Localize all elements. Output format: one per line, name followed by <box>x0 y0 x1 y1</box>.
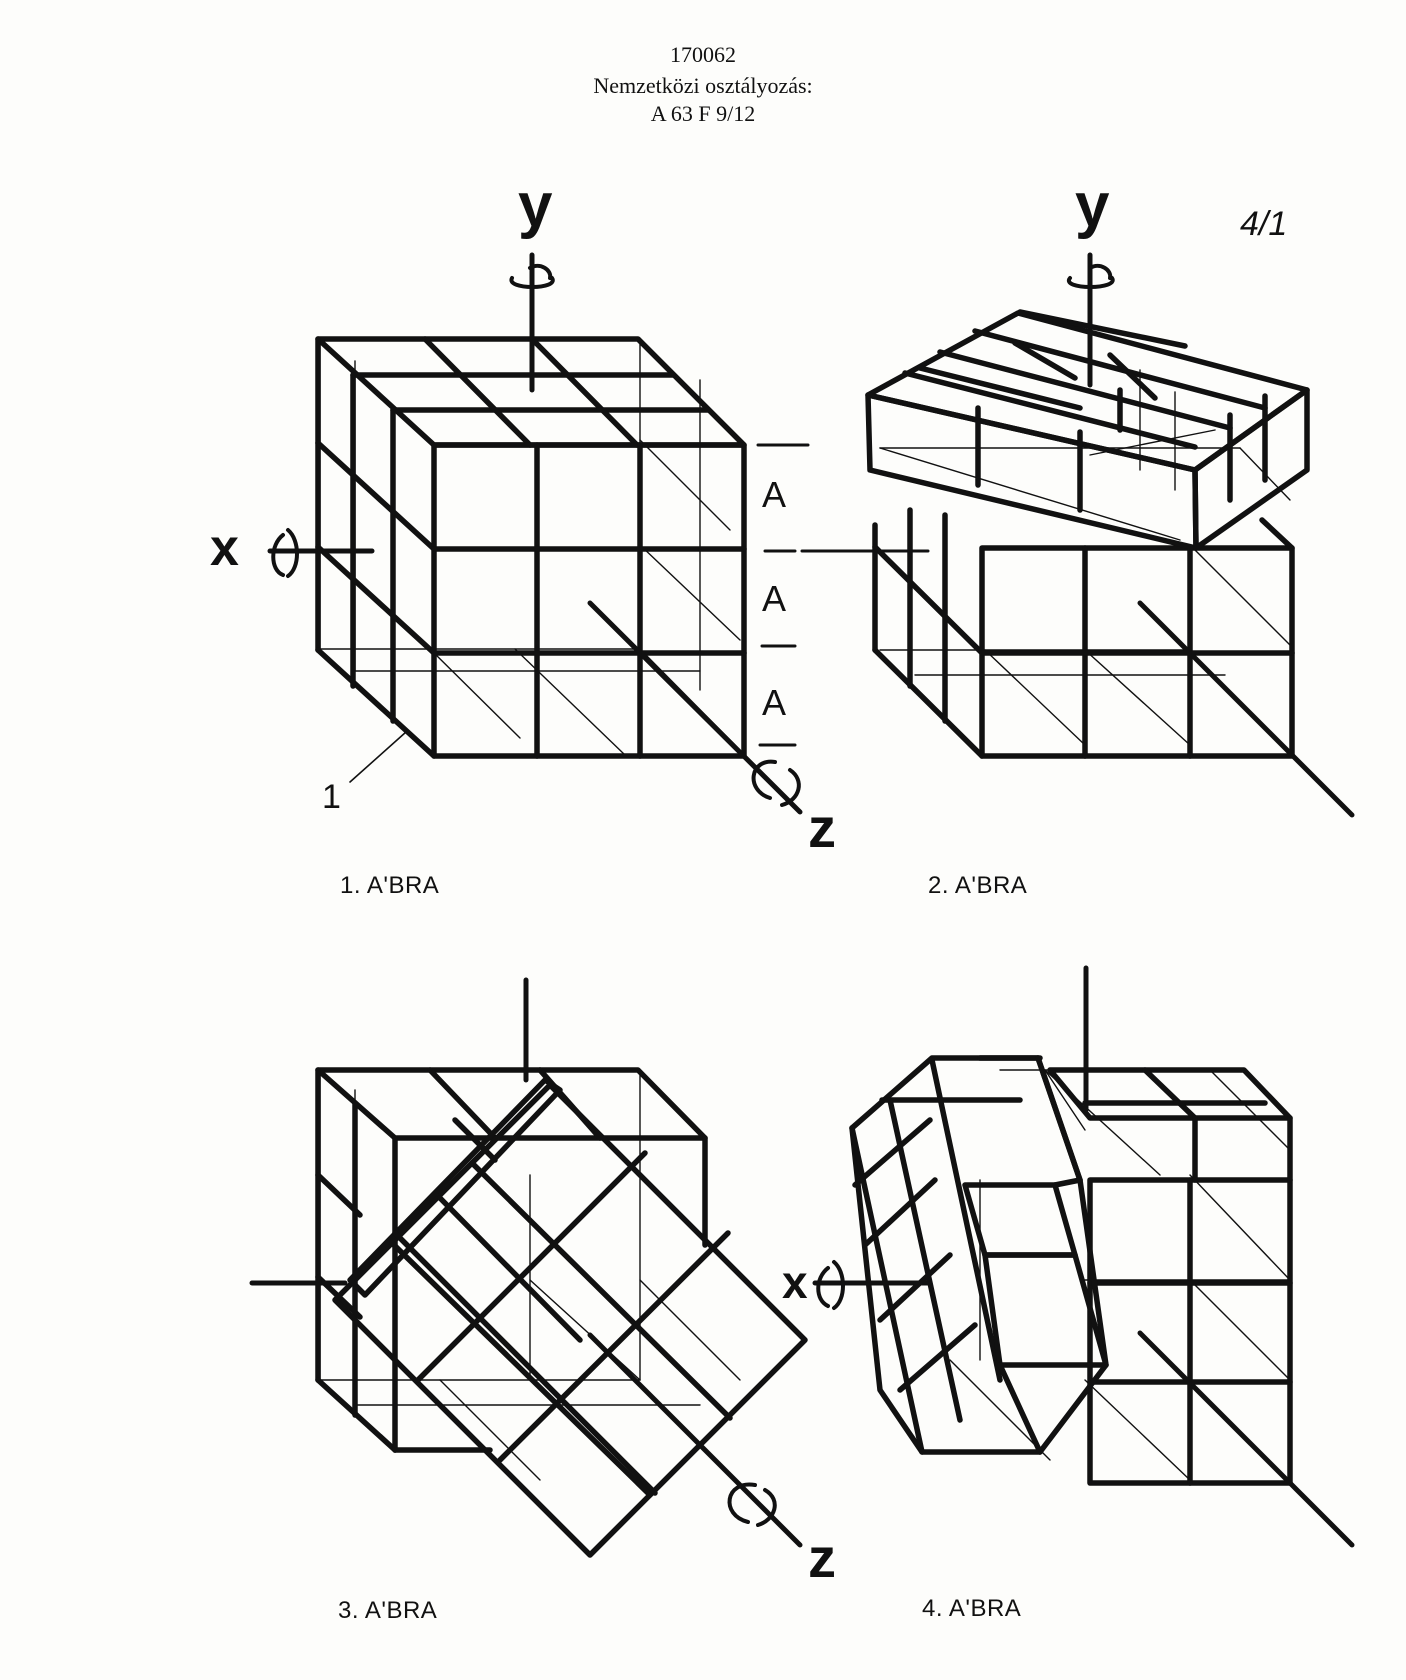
fig3-axis-z-label: z <box>808 1525 836 1590</box>
figure-1-caption: 1. A'BRA <box>340 872 439 900</box>
figure-2-caption: 2. A'BRA <box>928 872 1027 900</box>
fig1-axis-y-label: y <box>518 170 552 241</box>
figure-3-caption: 3. A'BRA <box>338 1597 437 1625</box>
figure-1-cube <box>270 255 928 812</box>
figure-4-caption: 4. A'BRA <box>922 1595 1021 1623</box>
fig1-axis-z-label: z <box>808 795 836 860</box>
fig2-axis-y-label: y <box>1075 170 1109 241</box>
fig1-side-label-a-middle: A <box>762 578 786 620</box>
fig1-side-label-a-top: A <box>762 474 786 516</box>
fig1-side-label-a-bottom: A <box>762 682 786 724</box>
figure-3-cube <box>252 980 805 1555</box>
figure-2-cube <box>868 255 1352 815</box>
sheet-mark: 4/1 <box>1240 205 1287 244</box>
figure-4-cube <box>815 968 1352 1545</box>
fig1-axis-x-label: x <box>210 518 239 578</box>
fig1-reference-number: 1 <box>322 778 341 817</box>
fig4-axis-x-label: x <box>782 1255 808 1309</box>
